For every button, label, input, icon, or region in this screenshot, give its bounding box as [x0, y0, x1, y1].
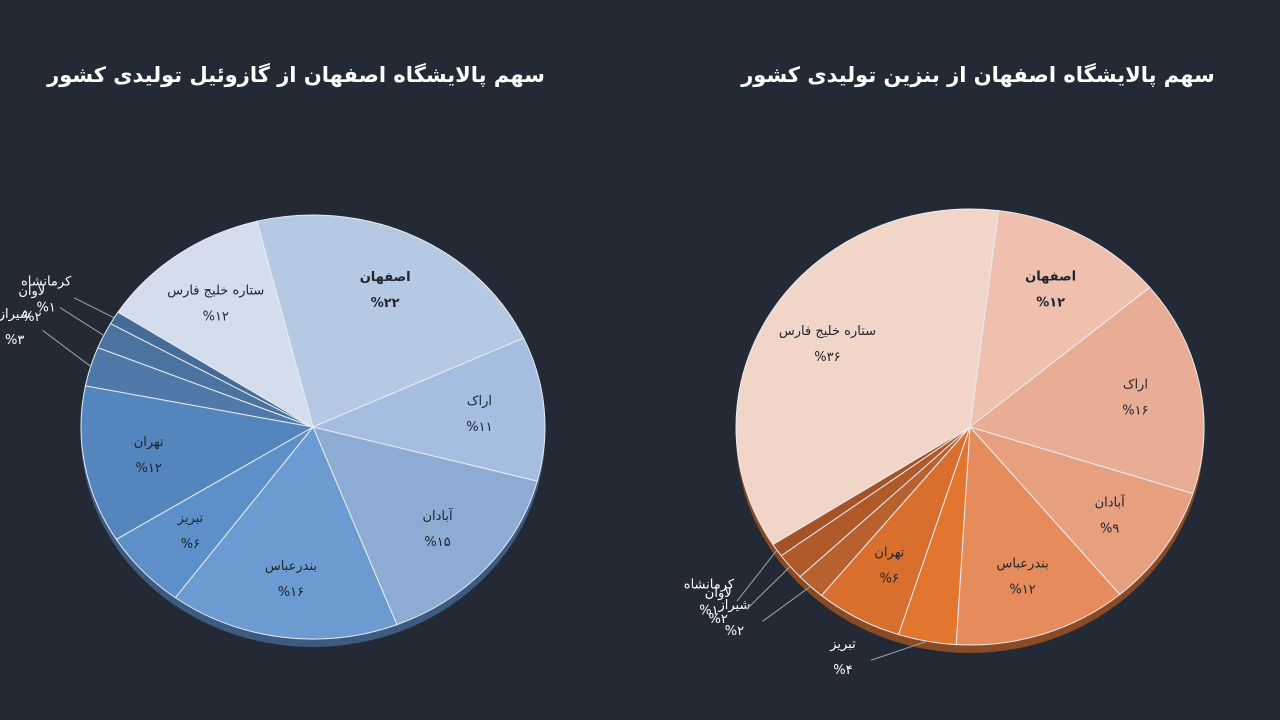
pie-slice	[968, 426, 1194, 596]
slice-label: آبادان	[422, 507, 454, 524]
value-label: %۳۶	[814, 350, 840, 365]
slice-label: تهران	[874, 545, 904, 560]
slice-label: اراک	[1123, 378, 1148, 393]
slice-label: تبریز	[177, 511, 204, 526]
value-label: %۱۲	[1036, 296, 1065, 311]
slice-label: کرمانشاه	[684, 578, 735, 593]
leader-line	[73, 297, 115, 319]
slice-label: اصفهان	[1025, 270, 1076, 285]
pie-slice	[174, 426, 398, 640]
value-label: %۱۵	[424, 535, 450, 550]
slice-label: لاوان	[18, 284, 45, 299]
value-label: %۶	[880, 571, 899, 586]
value-label: %۴	[833, 663, 852, 678]
slice-label: اراک	[467, 394, 492, 409]
leader-line	[59, 306, 105, 336]
value-label: %۲	[709, 612, 728, 627]
value-label: %۲	[22, 310, 41, 325]
leader-line	[870, 640, 928, 661]
pie-slice	[312, 426, 538, 626]
slice-label: بندرعباس	[265, 559, 317, 574]
value-label: %۱۲	[1009, 583, 1035, 598]
leader-line	[745, 566, 791, 610]
value-label: %۱	[36, 300, 55, 315]
pie-slice	[968, 286, 1205, 495]
pie-slice	[311, 337, 546, 482]
slice-label: اصفهان	[360, 270, 411, 285]
slice-label: ستاره خلیج فارس	[167, 283, 264, 298]
value-label: %۱۶	[278, 585, 304, 600]
value-label: %۱	[699, 604, 718, 619]
value-label: %۶	[181, 537, 200, 552]
leader-line	[762, 586, 811, 622]
value-label: %۹	[1100, 521, 1119, 536]
value-label: %۱۲	[203, 309, 229, 324]
slice-label: تبریز	[829, 637, 856, 652]
slice-label: بندرعباس	[997, 557, 1049, 572]
slice-label: شیراز	[717, 598, 750, 613]
slice-label: آبادان	[1095, 493, 1127, 510]
pie-slice	[969, 210, 1151, 429]
value-label: %۱۶	[1122, 404, 1148, 419]
chart-title: سهم پالایشگاه اصفهان از بنزین تولیدی کشو…	[740, 62, 1215, 87]
pie-slice	[735, 208, 1000, 546]
pie-slice	[80, 385, 315, 541]
leader-line	[42, 330, 91, 367]
pie-slice	[955, 425, 1121, 646]
slice-label: کرمانشاه	[21, 274, 72, 289]
value-label: %۱۲	[136, 461, 162, 476]
leader-line	[736, 549, 778, 602]
value-label: %۳	[5, 333, 24, 348]
slice-label: لاوان	[705, 586, 732, 601]
value-label: %۲۲	[371, 296, 400, 311]
slice-label: ستاره خلیج فارس	[779, 324, 876, 339]
pie-slice	[256, 214, 525, 428]
chart-title: سهم پالایشگاه اصفهان از گازوئیل تولیدی ک…	[46, 62, 545, 87]
value-label: %۲	[725, 624, 744, 639]
slice-label: تهران	[134, 435, 164, 450]
slice-label: شیراز	[0, 307, 31, 322]
pie-slice	[117, 220, 314, 429]
value-label: %۱۱	[466, 420, 492, 435]
